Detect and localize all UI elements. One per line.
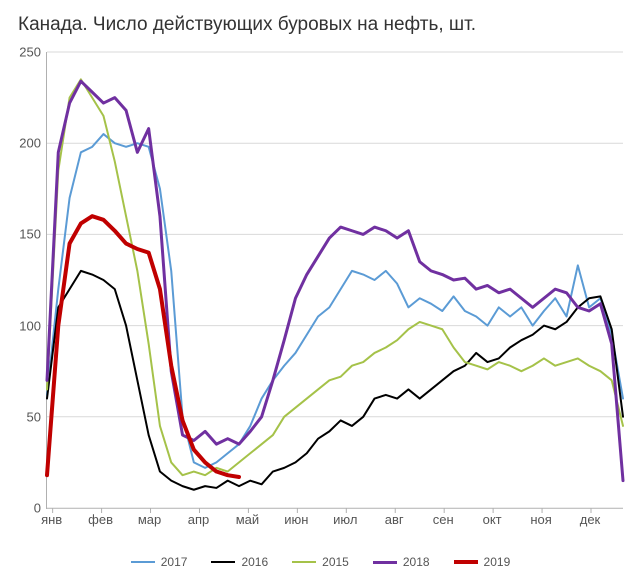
legend-label: 2019 [484, 555, 511, 569]
chart-title: Канада. Число действующих буровых на неф… [18, 14, 476, 36]
chart-container: Канада. Число действующих буровых на неф… [0, 0, 641, 579]
legend-swatch [131, 561, 155, 563]
legend-label: 2017 [161, 555, 188, 569]
legend-label: 2015 [322, 555, 349, 569]
xtick-label: ноя [530, 512, 551, 527]
xtick-label: июн [284, 512, 308, 527]
legend-swatch [454, 560, 478, 564]
series-line-2018 [47, 81, 623, 480]
xtick-label: сен [433, 512, 454, 527]
legend-item-2017: 2017 [131, 555, 188, 569]
xtick-label: авг [385, 512, 404, 527]
xtick-label: фев [88, 512, 113, 527]
legend-label: 2018 [403, 555, 430, 569]
legend-swatch [211, 561, 235, 563]
series-line-2017 [47, 134, 623, 468]
plot-area [46, 52, 623, 509]
legend-swatch [373, 561, 397, 564]
xtick-label: янв [41, 512, 62, 527]
legend-label: 2016 [241, 555, 268, 569]
ytick-label: 100 [19, 318, 41, 333]
xtick-label: дек [580, 512, 601, 527]
legend-item-2019: 2019 [454, 555, 511, 569]
xtick-label: апр [188, 512, 210, 527]
xtick-label: мар [138, 512, 161, 527]
chart-svg [47, 52, 623, 508]
ytick-label: 200 [19, 136, 41, 151]
xtick-label: окт [483, 512, 502, 527]
ytick-label: 0 [34, 501, 41, 516]
legend-item-2016: 2016 [211, 555, 268, 569]
legend-item-2018: 2018 [373, 555, 430, 569]
ytick-label: 150 [19, 227, 41, 242]
legend: 2017 2016 2015 2018 2019 [0, 555, 641, 569]
legend-item-2015: 2015 [292, 555, 349, 569]
ytick-label: 50 [27, 409, 41, 424]
legend-swatch [292, 561, 316, 563]
xtick-label: июл [333, 512, 357, 527]
ytick-label: 250 [19, 45, 41, 60]
xtick-label: май [236, 512, 259, 527]
